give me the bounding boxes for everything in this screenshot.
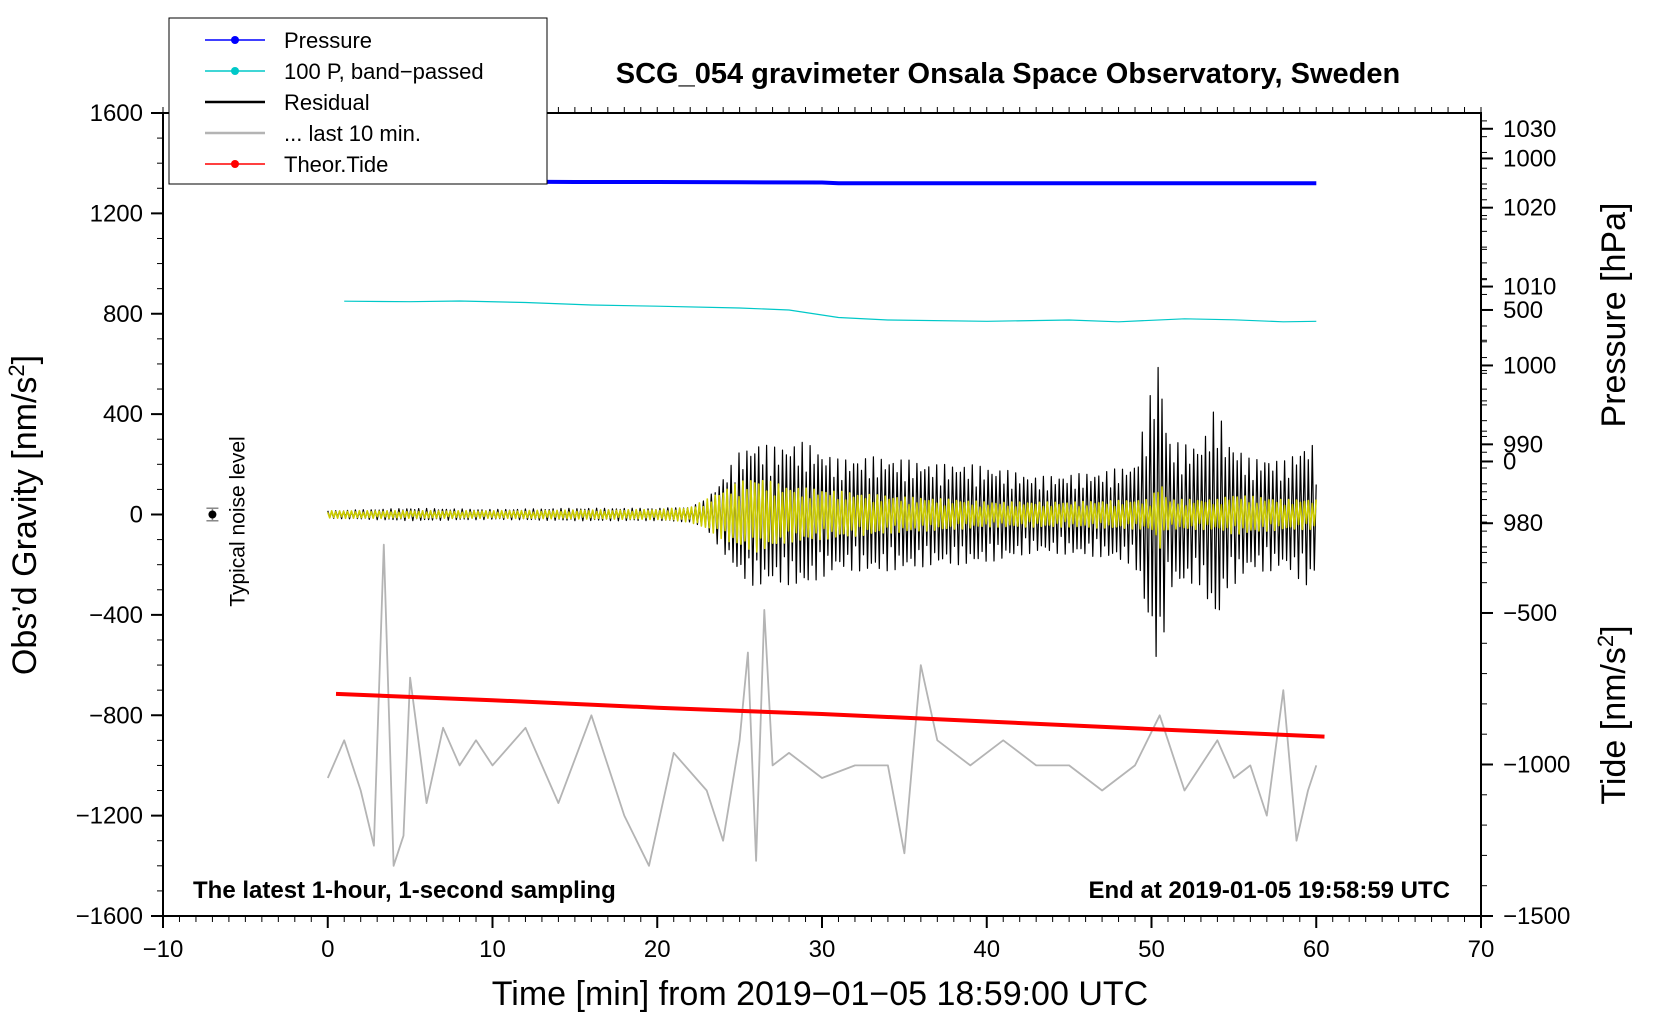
y-axis-title-left: Obs’d Gravity [nm/s2] [4,355,44,675]
pressure-tick-label: 990 [1503,431,1543,458]
x-tick-label: 60 [1303,936,1330,963]
noise-label: Typical noise level [226,436,249,606]
pressure-tick-label: 1030 [1503,116,1556,143]
y-tick-label: 1600 [90,100,143,127]
y-axis-title-left-close: ] [6,355,44,364]
legend: Pressure 100 P, band−passed Residual ... la… [168,17,548,185]
tide-tick-label: 1000 [1503,145,1556,172]
y-axis-title-tide-sup: 2 [1593,635,1618,647]
legend-label: Theor.Tide [284,152,388,177]
legend-label: 100 P, band−passed [284,59,484,84]
y-tick-label: −1600 [76,903,143,930]
series-residual-band-passed [327,479,1317,553]
y-axis-title-pressure: Pressure [hPa] [1595,203,1633,428]
subtitle-right: End at 2019-01-05 19:58:59 UTC [1089,877,1451,904]
y-tick-label: 800 [103,301,143,328]
x-axis-title: Time [min] from 2019−01−05 18:59:00 UTC [492,975,1148,1013]
legend-label: Residual [284,90,370,115]
legend-marker [231,36,239,44]
x-tick-label: 40 [973,936,1000,963]
series-theor-tide [335,691,1325,739]
y-axis-title-tide-close: ] [1595,625,1633,634]
y-axis-title-left-sup: 2 [4,364,29,376]
subtitle-left: The latest 1-hour, 1-second sampling [193,877,616,904]
y-axis-title-tide-text: Tide [nm/s [1595,647,1633,804]
x-tick-label: 50 [1138,936,1165,963]
tide-tick-label: −1000 [1503,751,1570,778]
chart-title: SCG_054 gravimeter Onsala Space Observat… [616,58,1400,90]
tide-tick-label: 500 [1503,297,1543,324]
y-axis-title-tide: Tide [nm/s2] [1593,625,1633,804]
tide-tick-label: 0 [1503,448,1516,475]
pressure-tick-label: 980 [1503,510,1543,537]
legend-label: Pressure [284,28,372,53]
y-tick-label: 0 [130,502,143,529]
x-tick-label: 70 [1468,936,1495,963]
x-tick-label: 10 [479,936,506,963]
y-axis-title-left-text: Obs’d Gravity [nm/s [6,377,44,676]
x-tick-label: 0 [321,936,334,963]
series-100-p-band-passed [344,300,1317,323]
y-tick-label: 400 [103,401,143,428]
y-tick-label: −800 [89,702,143,729]
ticks-layer: −10 0 10 20 30 40 50 60 70160012008004000−400−80… [76,100,1571,963]
legend-marker [231,67,239,75]
legend-label: ... last 10 min. [284,121,421,146]
tide-tick-label: −1500 [1503,903,1570,930]
x-tick-label: −10 [143,936,184,963]
tide-tick-label: −500 [1503,600,1557,627]
x-tick-label: 20 [644,936,671,963]
noise-point [208,510,217,519]
y-tick-label: −1200 [76,803,143,830]
series-last-10-min [326,543,1318,867]
y-tick-label: 1200 [90,200,143,227]
pressure-tick-label: 1010 [1503,274,1556,301]
pressure-tick-label: 1020 [1503,195,1556,222]
pressure-tick-label: 1000 [1503,352,1556,379]
x-tick-label: 30 [809,936,836,963]
y-tick-label: −400 [89,602,143,629]
noise-marker [206,507,219,522]
legend-marker [231,160,239,168]
